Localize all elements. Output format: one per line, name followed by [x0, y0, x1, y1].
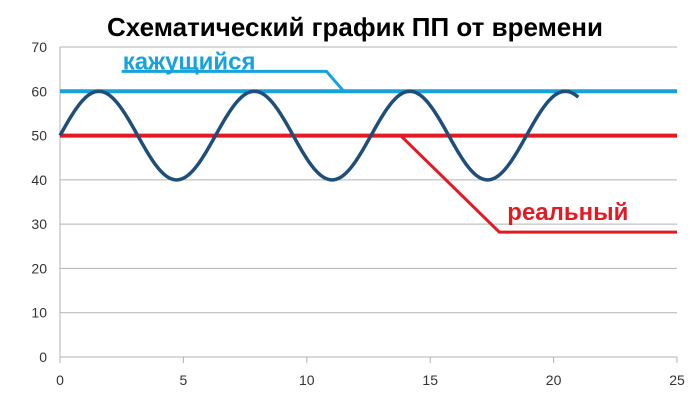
y-tick-label: 0 [39, 349, 47, 365]
annotation-label: кажущийся [123, 48, 256, 75]
y-tick-label: 70 [31, 39, 47, 55]
x-tick-label: 5 [180, 372, 188, 388]
series-layer [58, 89, 677, 182]
y-tick-label: 50 [31, 128, 47, 144]
x-tick-label: 0 [56, 372, 64, 388]
x-tick-label: 25 [669, 372, 685, 388]
x-axis: 0 5 10 15 20 25 [56, 357, 685, 388]
annotations: кажущийся реальный [121, 48, 677, 234]
x-tick-label: 10 [299, 372, 315, 388]
x-tick-label: 15 [422, 372, 438, 388]
annotation-leader [399, 134, 677, 234]
annotation-label: реальный [507, 199, 628, 226]
y-tick-label: 20 [31, 260, 47, 276]
y-tick-label: 40 [31, 172, 47, 188]
series-line [58, 89, 580, 182]
y-tick-label: 30 [31, 216, 47, 232]
x-tick-label: 20 [546, 372, 562, 388]
y-tick-label: 60 [31, 83, 47, 99]
annotation-leader [121, 69, 345, 93]
chart-title: Схематический график ПП от времени [107, 12, 603, 42]
y-axis: 0 10 20 30 40 50 60 70 [31, 39, 47, 365]
y-tick-label: 10 [31, 305, 47, 321]
